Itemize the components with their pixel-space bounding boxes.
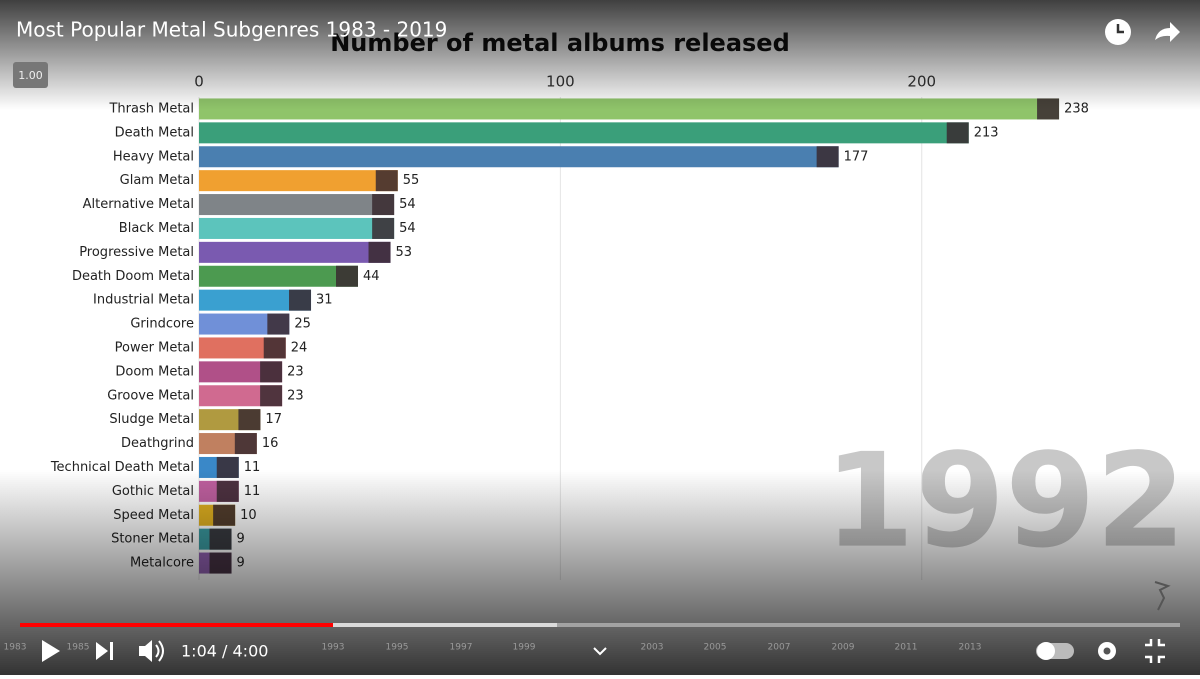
album-thumbnail xyxy=(946,122,969,144)
bar xyxy=(199,241,391,263)
y-tick-label: Sludge Metal xyxy=(109,412,194,427)
value-label: 17 xyxy=(265,412,282,427)
play-button[interactable] xyxy=(42,640,60,662)
y-tick-label: Black Metal xyxy=(119,221,194,236)
value-label: 55 xyxy=(403,173,420,188)
bar xyxy=(199,122,969,144)
y-tick-label: Glam Metal xyxy=(120,173,194,188)
progress-played xyxy=(20,623,333,627)
speed-label: 1.00 xyxy=(18,69,43,82)
bar xyxy=(199,289,312,311)
bar xyxy=(199,217,395,239)
y-tick-label: Grindcore xyxy=(130,317,194,332)
time-display: 1:04 / 4:00 xyxy=(181,642,268,661)
timeline-year: 2007 xyxy=(768,643,791,653)
bottom-gradient xyxy=(0,470,1200,675)
next-button[interactable] xyxy=(96,642,113,660)
timeline-years: 1983 1985 1993 1995 1997 1999 2003 2005 2007 2009… xyxy=(4,643,982,653)
value-label: 54 xyxy=(399,197,416,212)
watermark-logo xyxy=(1154,581,1171,611)
y-tick-label: Groove Metal xyxy=(107,388,194,403)
value-label: 23 xyxy=(287,388,304,403)
album-thumbnail xyxy=(263,337,286,359)
timeline-year: 2009 xyxy=(832,643,855,653)
value-label: 23 xyxy=(287,364,304,379)
speed-badge[interactable] xyxy=(13,62,48,88)
bar xyxy=(199,265,359,287)
autoplay-knob xyxy=(1037,642,1055,660)
y-tick-label: Alternative Metal xyxy=(83,197,194,212)
y-tick-label: Death Metal xyxy=(115,125,194,140)
album-thumbnail xyxy=(372,194,395,216)
timeline-year: 2011 xyxy=(895,643,918,653)
album-thumbnail xyxy=(375,170,398,192)
video-title[interactable]: Most Popular Metal Subgenres 1983 - 2019 xyxy=(16,18,447,42)
album-thumbnail xyxy=(289,289,312,311)
timeline-year: 1999 xyxy=(513,643,536,653)
value-label: 54 xyxy=(399,221,416,236)
value-label: 24 xyxy=(291,340,308,355)
timeline-year: 1997 xyxy=(450,643,473,653)
y-tick-label: Heavy Metal xyxy=(113,149,194,164)
volume-button[interactable] xyxy=(139,640,152,662)
y-tick-label: Power Metal xyxy=(115,340,194,355)
y-tick-label: Deathgrind xyxy=(121,436,194,451)
y-tick-label: Industrial Metal xyxy=(93,293,194,308)
y-tick-label: Progressive Metal xyxy=(79,245,194,260)
clock-hands xyxy=(1116,24,1124,34)
value-label: 53 xyxy=(396,245,413,260)
value-label: 44 xyxy=(363,269,380,284)
share-icon[interactable] xyxy=(1155,22,1180,42)
value-label: 31 xyxy=(316,293,333,308)
volume-waves xyxy=(155,640,164,662)
chevron[interactable] xyxy=(593,647,607,656)
value-label: 177 xyxy=(844,149,869,164)
y-tick-label: Death Doom Metal xyxy=(72,269,194,284)
album-thumbnail xyxy=(816,146,839,168)
album-thumbnail xyxy=(238,409,261,431)
top-gradient xyxy=(0,0,1200,110)
bar xyxy=(199,146,839,168)
progress-track[interactable] xyxy=(20,623,1180,627)
album-thumbnail xyxy=(267,313,290,335)
value-label: 25 xyxy=(294,317,311,332)
bar xyxy=(199,194,395,216)
timeline-year: 1985 xyxy=(67,643,90,653)
album-thumbnail xyxy=(372,217,395,239)
album-thumbnail xyxy=(336,265,359,287)
album-thumbnail xyxy=(260,385,283,407)
album-thumbnail xyxy=(234,433,257,455)
timeline-year: 1983 xyxy=(4,643,27,653)
album-thumbnail xyxy=(260,361,283,383)
timeline-year: 2005 xyxy=(704,643,727,653)
timeline-year: 2013 xyxy=(959,643,982,653)
bar xyxy=(199,170,398,192)
album-thumbnail xyxy=(368,241,391,263)
y-tick-label: Doom Metal xyxy=(115,364,194,379)
fullscreen-exit-button[interactable] xyxy=(1145,639,1165,663)
timeline-year: 2003 xyxy=(641,643,664,653)
value-label: 16 xyxy=(262,436,279,451)
settings-center xyxy=(1103,647,1111,655)
timeline-year: 1995 xyxy=(386,643,409,653)
bar xyxy=(199,313,290,335)
value-label: 213 xyxy=(974,125,999,140)
timeline-year: 1993 xyxy=(322,643,345,653)
